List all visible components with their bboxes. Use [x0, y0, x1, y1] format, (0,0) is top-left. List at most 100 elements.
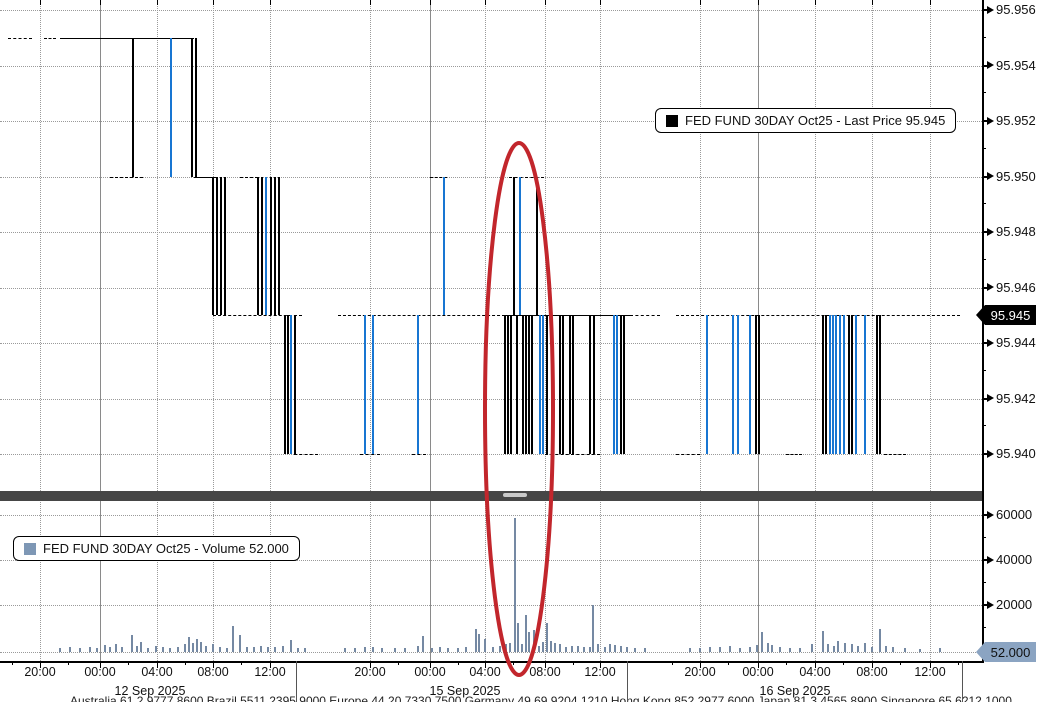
price-level-segment [360, 454, 380, 455]
price-bar [536, 176, 538, 316]
axis-label-arrow-icon [987, 172, 994, 180]
price-level-segment [213, 315, 302, 317]
time-axis-line [0, 661, 984, 663]
time-axis-minor-tick [12, 662, 13, 665]
price-bar [525, 315, 527, 454]
price-axis-label-text: 95.948 [996, 224, 1036, 239]
time-axis-label: 20:00 [24, 665, 56, 679]
price-level-segment [338, 315, 505, 317]
price-bar [589, 315, 591, 454]
date-label: 15 Sep 2025 [429, 684, 501, 698]
time-gridline [485, 0, 486, 661]
time-axis-tick [872, 662, 873, 668]
price-bar [569, 315, 571, 454]
volume-bar [290, 639, 292, 652]
volume-bar [827, 644, 829, 652]
price-level-segment [430, 176, 447, 178]
price-level-segment [630, 315, 660, 317]
price-bar [513, 176, 515, 316]
axis-label-arrow-icon [987, 449, 994, 458]
volume-axis-label: 40000 [987, 552, 1032, 567]
price-bar [562, 315, 564, 454]
panel-divider-grip[interactable] [503, 493, 527, 497]
price-bar [822, 315, 824, 454]
price-gridline [0, 287, 982, 289]
volume-bar [521, 644, 523, 652]
last-price-tag-value: 95.945 [990, 307, 1031, 323]
volume-bar [789, 647, 791, 652]
price-axis-label: 95.946 [987, 280, 1036, 295]
price-axis-minor-tick [982, 36, 986, 38]
price-bar [224, 176, 226, 316]
price-bar [620, 315, 622, 454]
time-axis-tick [430, 662, 431, 668]
session-separator [962, 661, 963, 702]
price-bar [364, 315, 366, 454]
volume-axis-label-text: 20000 [996, 597, 1033, 612]
price-bar [539, 315, 541, 454]
price-gridline [0, 454, 982, 455]
volume-bar [509, 643, 511, 652]
panel-divider [0, 491, 983, 501]
volume-axis-tick [982, 604, 988, 606]
volume-bar [609, 643, 611, 652]
price-axis-minor-tick [982, 258, 986, 260]
volume-bar [699, 647, 701, 652]
volume-bar [499, 645, 501, 652]
volume-bar [761, 632, 763, 652]
volume-bar [892, 647, 894, 652]
time-gridline [157, 0, 158, 661]
volume-bar [583, 647, 585, 652]
price-bar [216, 176, 218, 316]
last-volume-tag-value: 52.000 [990, 644, 1031, 660]
volume-bar [372, 647, 374, 652]
price-bar [212, 176, 214, 316]
session-separator [296, 661, 297, 702]
axis-label-arrow-icon [987, 227, 994, 236]
price-axis-minor-tick [982, 425, 986, 427]
volume-axis-minor-tick [982, 536, 986, 538]
time-gridline [40, 0, 41, 661]
session-separator [627, 661, 628, 702]
volume-bar [239, 634, 241, 652]
price-bar [706, 315, 708, 454]
volume-bar [364, 646, 366, 652]
price-axis-label-text: 95.956 [996, 2, 1036, 17]
volume-bar [533, 629, 535, 652]
price-axis-label-text: 95.954 [996, 57, 1036, 73]
price-axis-tick [982, 397, 988, 400]
volume-legend-label: FED FUND 30DAY Oct25 - Volume 52.000 [43, 541, 289, 556]
volume-bar [851, 644, 853, 652]
volume-bar [232, 626, 234, 652]
price-bar [623, 315, 625, 454]
top-edge-tick [370, 0, 371, 5]
volume-legend[interactable]: FED FUND 30DAY Oct25 - Volume 52.000 [13, 536, 300, 561]
volume-legend-swatch [24, 542, 36, 555]
volume-bar [771, 645, 773, 652]
price-bar [191, 37, 193, 177]
volume-bar [939, 648, 941, 652]
time-axis-tick [40, 662, 41, 668]
time-gridline [213, 0, 214, 661]
volume-bar [577, 645, 579, 652]
top-edge-tick [872, 0, 873, 5]
price-bar [443, 176, 445, 316]
volume-bar [147, 647, 149, 652]
volume-bar [837, 641, 839, 652]
price-axis-label: 95.940 [987, 446, 1036, 461]
time-axis-label: 04:00 [141, 665, 173, 679]
volume-bar [246, 646, 248, 652]
price-bar [278, 176, 280, 316]
top-edge-tick [600, 0, 601, 5]
time-axis-label: 00:00 [84, 665, 116, 679]
volume-bar [155, 645, 157, 652]
price-bar [287, 315, 289, 454]
volume-bar [729, 645, 731, 652]
price-level-segment [786, 454, 802, 455]
price-legend[interactable]: FED FUND 30DAY Oct25 - Last Price 95.945 [655, 108, 957, 133]
volume-gridline [0, 605, 982, 606]
price-axis-tick [982, 231, 988, 233]
top-edge-tick [545, 0, 546, 5]
time-axis-minor-tick [513, 662, 514, 665]
